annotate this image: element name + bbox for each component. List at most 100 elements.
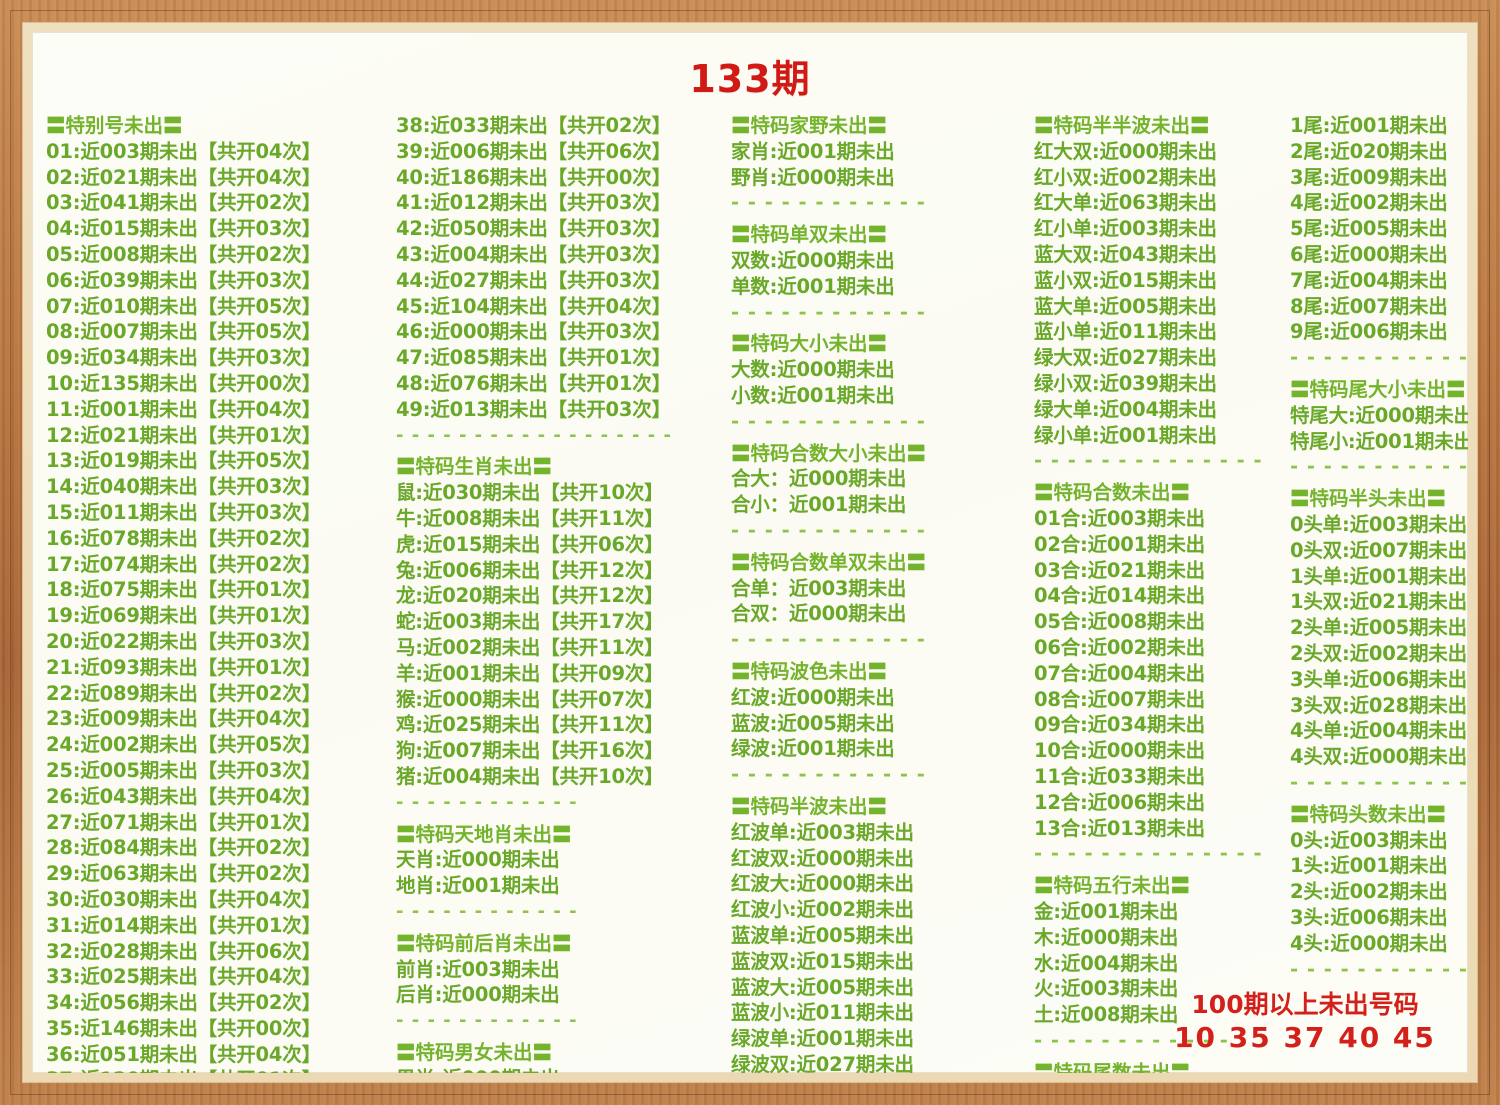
stat-line: 24:近002期未出【共开05次】 (46, 733, 321, 757)
footer-numbers: 10 35 37 40 45 (1174, 1021, 1436, 1054)
stat-line: 红大双:近000期未出 (1034, 139, 1217, 163)
stat-line: 13合:近013期未出 (1034, 816, 1205, 840)
stat-line: 兔:近006期未出【共开12次】 (396, 558, 664, 582)
stat-line: 4头:近000期未出 (1290, 931, 1448, 955)
stat-line: 13:近019期未出【共开05次】 (46, 449, 321, 473)
stat-line: 27:近071期未出【共开01次】 (46, 810, 321, 834)
stat-line: 绿波双:近027期未出 (731, 1052, 914, 1073)
stat-line: 10:近135期未出【共开00次】 (46, 371, 321, 395)
stat-line: 0头:近003期未出 (1290, 828, 1448, 852)
section-divider: - - - - - - - - - - - - (396, 900, 578, 922)
stat-line: 11合:近033期未出 (1034, 764, 1205, 788)
stat-line: 25:近005期未出【共开03次】 (46, 758, 321, 782)
stat-line: 41:近012期未出【共开03次】 (396, 191, 671, 215)
stat-line: 48:近076期未出【共开01次】 (396, 371, 671, 395)
stat-line: 马:近002期未出【共开11次】 (396, 635, 664, 659)
section-header: 〓特码半头未出〓 (1290, 487, 1447, 511)
stat-line: 22:近089期未出【共开02次】 (46, 681, 321, 705)
stat-line: 35:近146期未出【共开00次】 (46, 1016, 321, 1040)
stat-line: 红大单:近063期未出 (1034, 191, 1217, 215)
stat-line: 4尾:近002期未出 (1290, 191, 1448, 215)
stat-line: 火:近003期未出 (1034, 977, 1179, 1001)
stat-line: 1头:近001期未出 (1290, 854, 1448, 878)
stat-line: 鼠:近030期未出【共开10次】 (396, 481, 664, 505)
stat-line: 05:近008期未出【共开02次】 (46, 242, 321, 266)
stat-line: 绿大单:近004期未出 (1034, 397, 1217, 421)
stat-line: 4头单:近004期未出 (1290, 719, 1467, 743)
section-divider: - - - - - - - - - - - - (731, 628, 926, 652)
stat-line: 3头:近006期未出 (1290, 905, 1448, 929)
section-divider: - - - - - - - - - - - - (731, 300, 926, 324)
stat-line: 01:近003期未出【共开04次】 (46, 139, 321, 163)
stat-line: 16:近078期未出【共开02次】 (46, 526, 321, 550)
stat-line: 蓝波大:近005期未出 (731, 975, 914, 999)
stat-line: 09合:近034期未出 (1034, 713, 1205, 737)
stat-line: 29:近063期未出【共开02次】 (46, 862, 321, 886)
section-divider: - - - - - - - - - - - - (731, 763, 926, 787)
stat-line: 双数:近000期未出 (731, 248, 895, 272)
stat-line: 20:近022期未出【共开03次】 (46, 629, 321, 653)
stat-line: 天肖:近000期未出 (396, 848, 560, 872)
stat-line: 2尾:近020期未出 (1290, 139, 1448, 163)
section-divider: - - - - - - - - - - - - (1290, 957, 1468, 981)
stat-line: 绿小双:近039期未出 (1034, 371, 1217, 395)
section-header: 〓特码天地肖未出〓 (396, 822, 572, 846)
stat-line: 06合:近002期未出 (1034, 635, 1205, 659)
section-divider: - - - - - - - - - - - - (396, 791, 578, 813)
stat-line: 1尾:近001期未出 (1290, 114, 1448, 137)
section-divider: - - - - - - - - - - - - (1034, 1028, 1229, 1052)
stat-line: 05合:近008期未出 (1034, 610, 1205, 634)
stat-line: 金:近001期未出 (1034, 899, 1179, 923)
stat-line: 猴:近000期未出【共开07次】 (396, 687, 664, 711)
column-2: 38:近033期未出【共开02次】 39:近006期未出【共开06次】 40:近18… (396, 113, 731, 1073)
stat-line: 地肖:近001期未出 (396, 874, 560, 898)
section-divider: - - - - - - - - - - - - - - (1290, 346, 1468, 370)
section-header: 〓特码家野未出〓 (731, 114, 888, 137)
stat-line: 龙:近020期未出【共开12次】 (396, 584, 664, 608)
stat-line: 14:近040期未出【共开03次】 (46, 475, 321, 499)
stat-line: 4头双:近000期未出 (1290, 745, 1467, 769)
stat-line: 49:近013期未出【共开03次】 (396, 397, 671, 421)
section-divider: - - - - - - - - - - - - - - - - (1290, 770, 1468, 794)
stat-line: 19:近069期未出【共开01次】 (46, 604, 321, 628)
section-divider: - - - - - - - - - - - - (731, 409, 926, 433)
stat-line: 03:近041期未出【共开02次】 (46, 191, 321, 215)
frame-mat: 133期 〓特别号未出〓 01:近003期未出【共开04次】 02:近021期未出【… (22, 22, 1478, 1083)
stat-line: 3头单:近006期未出 (1290, 667, 1467, 691)
stat-line: 08合:近007期未出 (1034, 687, 1205, 711)
section-divider: - - - - - - - - - - - - - - - - (1290, 455, 1468, 479)
stat-line: 2头:近002期未出 (1290, 880, 1448, 904)
stat-line: 01合:近003期未出 (1034, 506, 1205, 530)
stat-line: 40:近186期未出【共开00次】 (396, 165, 671, 189)
stat-line: 1头单:近001期未出 (1290, 564, 1467, 588)
section-header: 〓特码波色未出〓 (731, 659, 888, 683)
stat-line: 合小：近001期未出 (731, 493, 907, 517)
stat-line: 红小单:近003期未出 (1034, 217, 1217, 241)
section-header: 〓特码尾大小未出〓 (1290, 377, 1466, 401)
stat-line: 8尾:近007期未出 (1290, 294, 1448, 318)
stat-line: 蓝大单:近005期未出 (1034, 294, 1217, 318)
section-header: 〓特码头数未出〓 (1290, 802, 1447, 826)
stat-line: 土:近008期未出 (1034, 1003, 1179, 1027)
column-1: 〓特别号未出〓 01:近003期未出【共开04次】 02:近021期未出【共开04次… (46, 113, 396, 1073)
stat-line: 12:近021期未出【共开01次】 (46, 423, 321, 447)
stat-line: 02合:近001期未出 (1034, 532, 1205, 556)
stat-line: 39:近006期未出【共开06次】 (396, 139, 671, 163)
stat-line: 43:近004期未出【共开03次】 (396, 242, 671, 266)
page-title: 133期 (689, 57, 811, 101)
stat-line: 10合:近000期未出 (1034, 739, 1205, 763)
stat-line: 32:近028期未出【共开06次】 (46, 939, 321, 963)
stat-line: 红波:近000期未出 (731, 685, 895, 709)
section-header: 〓特码前后肖未出〓 (396, 931, 572, 955)
block-spacer (1276, 982, 1468, 988)
stat-line: 前肖:近003期未出 (396, 957, 560, 981)
stat-line: 狗:近007期未出【共开16次】 (396, 739, 664, 763)
stat-line: 36:近051期未出【共开04次】 (46, 1042, 321, 1066)
stat-line: 后肖:近000期未出 (396, 983, 560, 1007)
stat-line: 小数:近001期未出 (731, 383, 895, 407)
stat-line: 蓝小双:近015期未出 (1034, 268, 1217, 292)
stat-line: 特尾小:近001期未出 (1290, 429, 1468, 453)
stat-line: 04合:近014期未出 (1034, 584, 1205, 608)
stat-line: 23:近009期未出【共开04次】 (46, 707, 321, 731)
